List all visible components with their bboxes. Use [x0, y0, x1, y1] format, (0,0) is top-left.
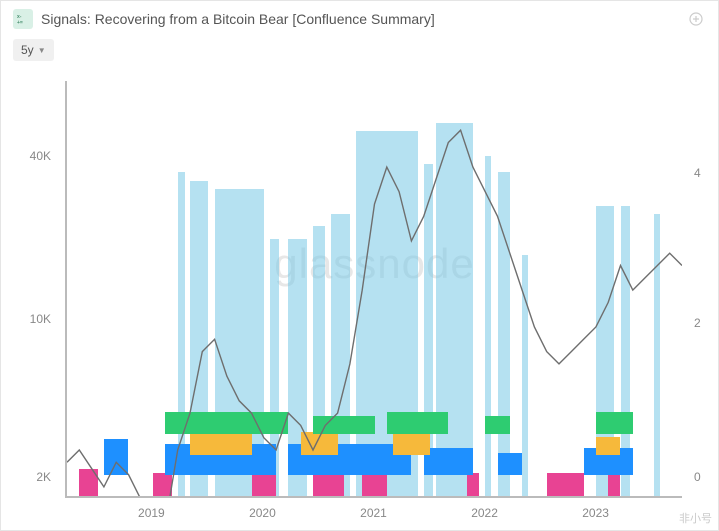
x-tick: 2019 — [138, 506, 165, 520]
chart-widget: x-+= Signals: Recovering from a Bitcoin … — [0, 0, 719, 531]
header: x-+= Signals: Recovering from a Bitcoin … — [1, 1, 718, 37]
controls: 5y ▼ — [1, 37, 718, 67]
x-axis: 2019 2020 2021 2022 2023 — [65, 502, 682, 530]
price-line — [67, 130, 682, 498]
x-tick: 2023 — [582, 506, 609, 520]
y-left-tick: 2K — [36, 470, 51, 484]
expand-icon[interactable] — [688, 11, 704, 27]
y-left-tick: 40K — [30, 149, 51, 163]
chevron-down-icon: ▼ — [38, 46, 46, 55]
y-axis-left: 2K 10K 40K — [1, 81, 59, 498]
x-tick: 2021 — [360, 506, 387, 520]
corner-watermark: 非小号 — [679, 510, 712, 526]
line-layer — [67, 81, 682, 498]
time-range-dropdown[interactable]: 5y ▼ — [13, 39, 54, 61]
y-left-tick: 10K — [30, 312, 51, 326]
time-range-label: 5y — [21, 43, 34, 57]
y-right-tick: 2 — [694, 316, 701, 330]
plot-region[interactable]: glassnode — [65, 81, 682, 498]
chart-title: Signals: Recovering from a Bitcoin Bear … — [41, 11, 435, 27]
x-tick: 2022 — [471, 506, 498, 520]
svg-text:+=: += — [17, 20, 23, 26]
y-right-tick: 0 — [694, 470, 701, 484]
formula-badge-icon: x-+= — [13, 9, 33, 29]
x-tick: 2020 — [249, 506, 276, 520]
y-axis-right: 0 2 4 — [688, 81, 718, 498]
chart-area: 2K 10K 40K 0 2 4 2019 2020 2021 2022 2023 glassn… — [1, 81, 718, 530]
y-right-tick: 4 — [694, 166, 701, 180]
